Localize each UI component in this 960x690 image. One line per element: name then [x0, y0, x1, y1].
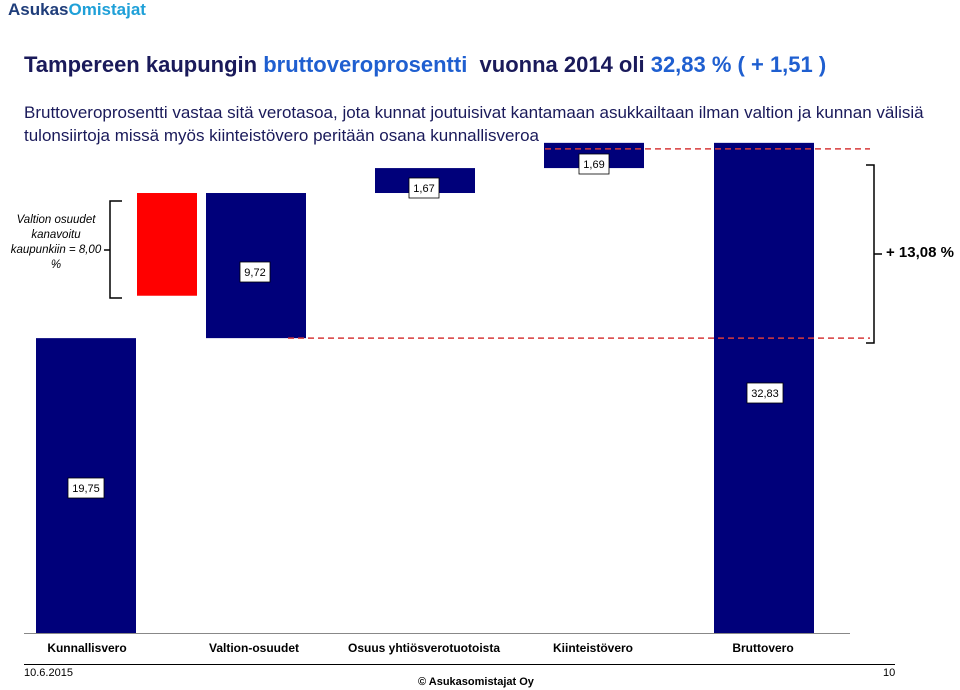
brand-part1: Asukas [8, 0, 69, 19]
right-bracket [866, 164, 882, 344]
value-label-0: 19,75 [72, 483, 100, 495]
value-label-box-2 [408, 177, 440, 199]
left-annotation: Valtion osuudet kanavoitu kaupunkiin = 8… [10, 214, 102, 271]
category-label-3: Kiinteistövero [553, 641, 633, 655]
value-label-3: 1,69 [583, 159, 604, 171]
offset-bar [137, 193, 197, 296]
category-label-2: Osuus yhtiösverotuotoista [348, 641, 500, 655]
footer-date: 10.6.2015 [24, 667, 73, 679]
page-title: Tampereen kaupungin bruttoveroprosentti … [24, 52, 826, 78]
value-label-2: 1,67 [413, 183, 434, 195]
value-label-box-4 [746, 382, 784, 404]
left-bracket [104, 200, 122, 299]
title-part2: bruttoveroprosentti [263, 52, 468, 77]
value-label-4: 32,83 [751, 388, 779, 400]
footer-copyright: © Asukasomistajat Oy [418, 676, 534, 688]
value-label-box-1 [239, 261, 271, 283]
title-part4: 32,83 % ( + 1,51 ) [650, 52, 827, 77]
page-subtitle: Bruttoveroprosentti vastaa sitä verotaso… [24, 103, 924, 145]
value-label-box-0 [67, 477, 105, 499]
value-label-box-3 [578, 153, 610, 175]
title-part3: vuonna 2014 oli [467, 52, 651, 77]
category-label-4: Bruttovero [732, 641, 793, 655]
footer-page-number: 10 [883, 667, 896, 679]
value-label-1: 9,72 [244, 267, 265, 279]
brand-part2: Omistajat [68, 0, 146, 19]
category-label-1: Valtion-osuudet [209, 641, 299, 655]
title-part1: Tampereen kaupungin [24, 52, 264, 77]
right-annotation: + 13,08 % [886, 244, 954, 261]
brand-logo: AsukasOmistajat [8, 0, 146, 20]
footer-divider [24, 664, 895, 665]
category-label-0: Kunnallisvero [47, 641, 126, 655]
